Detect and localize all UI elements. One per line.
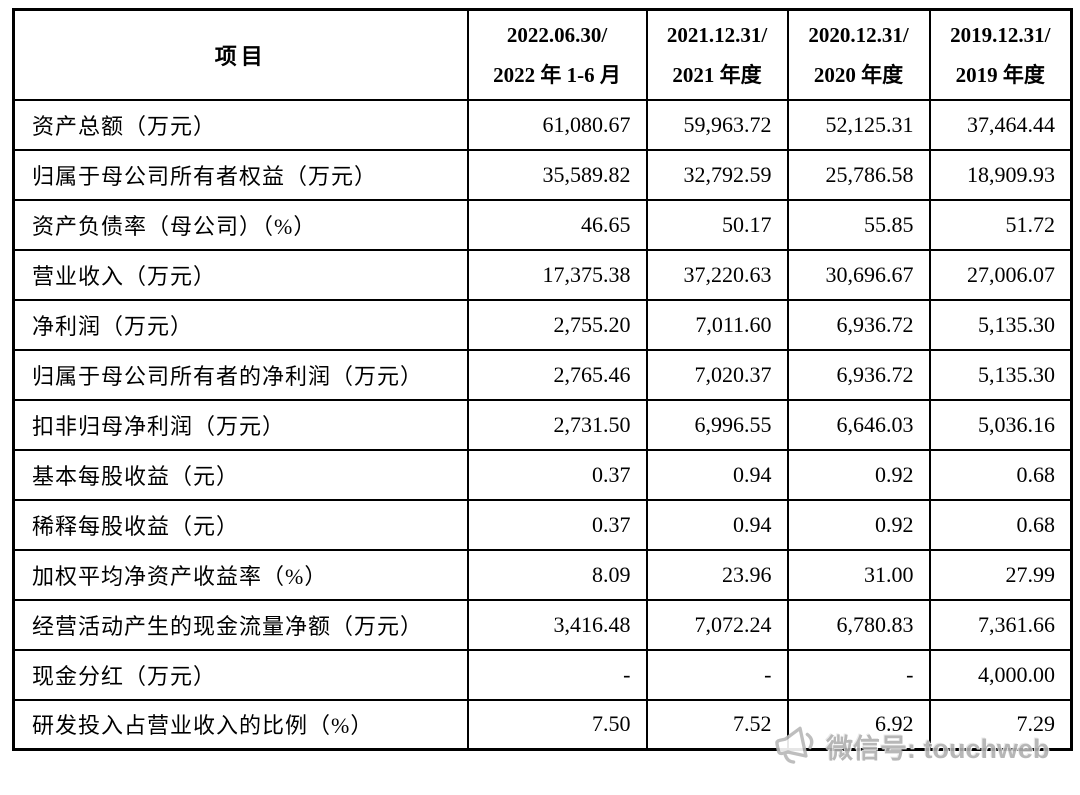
column-header-2022h1: 2022.06.30/ 2022 年 1-6 月 <box>466 8 648 101</box>
row-label: 现金分红（万元） <box>12 648 469 701</box>
table-cell: 23.96 <box>645 548 789 601</box>
table-cell: 27,006.07 <box>928 248 1073 301</box>
row-label: 归属于母公司所有者的净利润（万元） <box>12 348 469 401</box>
table-cell: - <box>786 648 931 701</box>
table-cell: - <box>466 648 648 701</box>
column-header-label: 项目 <box>214 43 267 69</box>
table-row-net-profit: 净利润（万元） 2,755.20 7,011.60 6,936.72 5,135… <box>12 298 1073 351</box>
table-cell: 0.92 <box>786 498 931 551</box>
table-row-debt-ratio: 资产负债率（母公司）（%） 46.65 50.17 55.85 51.72 <box>12 198 1073 251</box>
financial-summary-table: 项目 2022.06.30/ 2022 年 1-6 月 2021.12.31/ … <box>12 8 1073 751</box>
row-label: 归属于母公司所有者权益（万元） <box>12 148 469 201</box>
column-header-line1: 2020.12.31/ <box>808 22 909 47</box>
column-header-line2: 2020 年度 <box>813 62 904 87</box>
table-cell: 7,020.37 <box>645 348 789 401</box>
row-label: 营业收入（万元） <box>12 248 469 301</box>
table-row-diluted-eps: 稀释每股收益（元） 0.37 0.94 0.92 0.68 <box>12 498 1073 551</box>
table-row-rd-ratio: 研发投入占营业收入的比例（%） 7.50 7.52 6.92 7.29 <box>12 698 1073 751</box>
table-cell: 6,780.83 <box>786 598 931 651</box>
table-cell: 2,755.20 <box>466 298 648 351</box>
row-label: 稀释每股收益（元） <box>12 498 469 551</box>
table-cell: 50.17 <box>645 198 789 251</box>
column-header-line2: 2019 年度 <box>955 62 1045 87</box>
column-header-line1: 2021.12.31/ <box>666 22 768 47</box>
column-header-2021: 2021.12.31/ 2021 年度 <box>645 8 789 101</box>
row-label: 扣非归母净利润（万元） <box>12 398 469 451</box>
table-cell: 31.00 <box>786 548 931 601</box>
table-cell: 7,361.66 <box>928 598 1073 651</box>
table-cell: 32,792.59 <box>645 148 789 201</box>
table-row-parent-net-profit: 归属于母公司所有者的净利润（万元） 2,765.46 7,020.37 6,93… <box>12 348 1073 401</box>
table-cell: - <box>645 648 789 701</box>
column-header-line1: 2019.12.31/ <box>950 22 1051 47</box>
header-row: 项目 2022.06.30/ 2022 年 1-6 月 2021.12.31/ … <box>12 8 1073 101</box>
table-cell: 3,416.48 <box>466 598 648 651</box>
table-row-operating-cash-flow: 经营活动产生的现金流量净额（万元） 3,416.48 7,072.24 6,78… <box>12 598 1073 651</box>
row-label: 净利润（万元） <box>12 298 469 351</box>
column-header-item: 项目 <box>12 8 469 101</box>
table-cell: 0.94 <box>645 498 789 551</box>
table-cell: 0.92 <box>786 448 931 501</box>
table-cell: 4,000.00 <box>928 648 1073 701</box>
table-cell: 7,011.60 <box>645 298 789 351</box>
table-cell: 0.68 <box>928 448 1073 501</box>
table-cell: 27.99 <box>928 548 1073 601</box>
table-cell: 0.37 <box>466 448 648 501</box>
table-cell: 6.92 <box>786 698 931 751</box>
row-label: 资产负债率（母公司）（%） <box>12 198 469 251</box>
table-cell: 25,786.58 <box>786 148 931 201</box>
table-cell: 6,646.03 <box>786 398 931 451</box>
table-cell: 52,125.31 <box>786 98 931 151</box>
table-cell: 7.52 <box>645 698 789 751</box>
table-cell: 7.50 <box>466 698 648 751</box>
table-cell: 5,135.30 <box>928 298 1073 351</box>
table-cell: 0.37 <box>466 498 648 551</box>
table-cell: 35,589.82 <box>466 148 648 201</box>
table-cell: 55.85 <box>786 198 931 251</box>
table-cell: 30,696.67 <box>786 248 931 301</box>
column-header-line1: 2022.06.30/ <box>506 22 608 47</box>
row-label: 研发投入占营业收入的比例（%） <box>12 698 469 751</box>
table-cell: 37,464.44 <box>928 98 1073 151</box>
table-cell: 51.72 <box>928 198 1073 251</box>
table-row-non-gaap-net-profit: 扣非归母净利润（万元） 2,731.50 6,996.55 6,646.03 5… <box>12 398 1073 451</box>
row-label: 加权平均净资产收益率（%） <box>12 548 469 601</box>
table-cell: 8.09 <box>466 548 648 601</box>
column-header-line2: 2022 年 1-6 月 <box>493 62 621 87</box>
table-cell: 37,220.63 <box>645 248 789 301</box>
table-row-basic-eps: 基本每股收益（元） 0.37 0.94 0.92 0.68 <box>12 448 1073 501</box>
table-cell: 7,072.24 <box>645 598 789 651</box>
table-cell: 2,731.50 <box>466 398 648 451</box>
row-label: 资产总额（万元） <box>12 98 469 151</box>
table-row-cash-dividend: 现金分红（万元） - - - 4,000.00 <box>12 648 1073 701</box>
table-row-weighted-roe: 加权平均净资产收益率（%） 8.09 23.96 31.00 27.99 <box>12 548 1073 601</box>
table-cell: 61,080.67 <box>466 98 648 151</box>
table-row-parent-equity: 归属于母公司所有者权益（万元） 35,589.82 32,792.59 25,7… <box>12 148 1073 201</box>
table-row-revenue: 营业收入（万元） 17,375.38 37,220.63 30,696.67 2… <box>12 248 1073 301</box>
table-cell: 2,765.46 <box>466 348 648 401</box>
table-cell: 7.29 <box>928 698 1073 751</box>
table-cell: 0.94 <box>645 448 789 501</box>
column-header-line2: 2021 年度 <box>672 62 762 87</box>
table-cell: 17,375.38 <box>466 248 648 301</box>
row-label: 经营活动产生的现金流量净额（万元） <box>12 598 469 651</box>
table-row-total-assets: 资产总额（万元） 61,080.67 59,963.72 52,125.31 3… <box>12 98 1073 151</box>
table-cell: 6,996.55 <box>645 398 789 451</box>
table-cell: 6,936.72 <box>786 348 931 401</box>
table-cell: 46.65 <box>466 198 648 251</box>
table-cell: 18,909.93 <box>928 148 1073 201</box>
table-cell: 59,963.72 <box>645 98 789 151</box>
row-label: 基本每股收益（元） <box>12 448 469 501</box>
column-header-2019: 2019.12.31/ 2019 年度 <box>928 8 1073 101</box>
column-header-2020: 2020.12.31/ 2020 年度 <box>786 8 931 101</box>
table-cell: 0.68 <box>928 498 1073 551</box>
table-cell: 5,135.30 <box>928 348 1073 401</box>
table-cell: 5,036.16 <box>928 398 1073 451</box>
table-cell: 6,936.72 <box>786 298 931 351</box>
